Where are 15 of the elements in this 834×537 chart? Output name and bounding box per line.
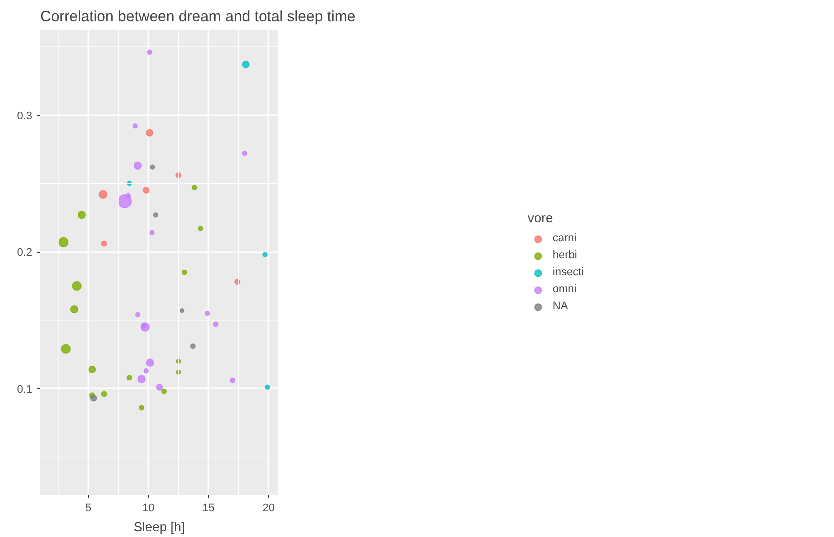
legend-title: vore [528,210,554,225]
legend-label: omni [552,284,577,296]
chart-title: Correlation between dream and total sleep time [40,8,356,26]
legend-label: insecti [552,266,584,278]
x-tick-label: 10 [142,502,155,514]
x-tick-label: 5 [86,502,92,514]
legend-label: NA [552,300,570,312]
legend-label: herbi [552,250,578,262]
y-tick-label: 0.3 [17,110,33,122]
y-tick-label: 0.2 [17,247,33,260]
x-tick-label: 20 [262,502,276,514]
legend-label: carni [552,232,577,244]
x-tick-label: 15 [202,502,215,514]
y-tick-label: 0.1 [17,384,33,396]
x-axis-title: Sleep [h] [134,520,186,534]
